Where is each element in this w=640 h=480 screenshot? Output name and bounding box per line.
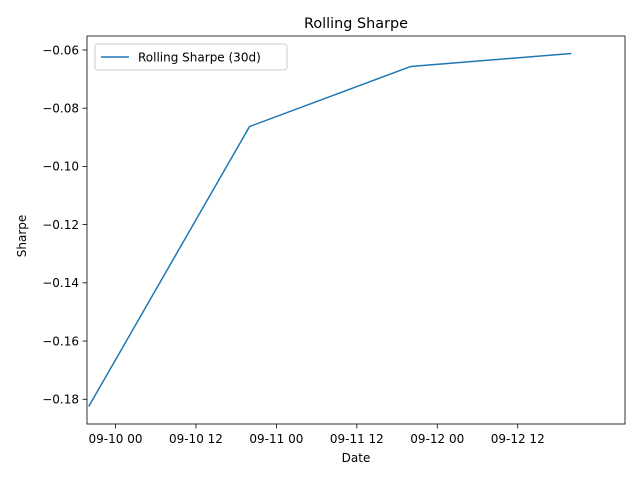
- x-tick-label: 09-12 00: [410, 432, 464, 446]
- x-tick-label: 09-10 12: [169, 432, 223, 446]
- series-line-0: [88, 52, 572, 407]
- x-tick-label: 09-11 12: [330, 432, 384, 446]
- x-axis-label: Date: [342, 451, 371, 465]
- x-tick-label: 09-10 00: [89, 432, 143, 446]
- x-tick-label: 09-11 00: [249, 432, 303, 446]
- y-tick-label: −0.14: [42, 276, 79, 290]
- y-tick-label: −0.08: [42, 101, 79, 115]
- axes-frame: [86, 35, 626, 425]
- legend: Rolling Sharpe (30d): [94, 43, 288, 71]
- y-tick-label: −0.10: [42, 160, 79, 174]
- y-tick-label: −0.12: [42, 218, 79, 232]
- y-axis: −0.18 −0.16 −0.14 −0.12 −0.10 −0.08 −0.06: [42, 43, 87, 407]
- y-axis-label: Sharpe: [15, 215, 29, 258]
- legend-label-rolling-sharpe: Rolling Sharpe (30d): [138, 51, 261, 65]
- y-tick-label: −0.06: [42, 43, 79, 57]
- x-axis: 09-10 00 09-10 12 09-11 00 09-11 12 09-12 00…: [89, 424, 545, 446]
- y-tick-label: −0.18: [42, 393, 79, 407]
- legend-box: [94, 43, 288, 71]
- x-tick-label: 09-12 12: [491, 432, 545, 446]
- chart-title: Rolling Sharpe: [304, 16, 408, 32]
- plot-area: [86, 35, 626, 425]
- y-tick-label: −0.16: [42, 334, 79, 348]
